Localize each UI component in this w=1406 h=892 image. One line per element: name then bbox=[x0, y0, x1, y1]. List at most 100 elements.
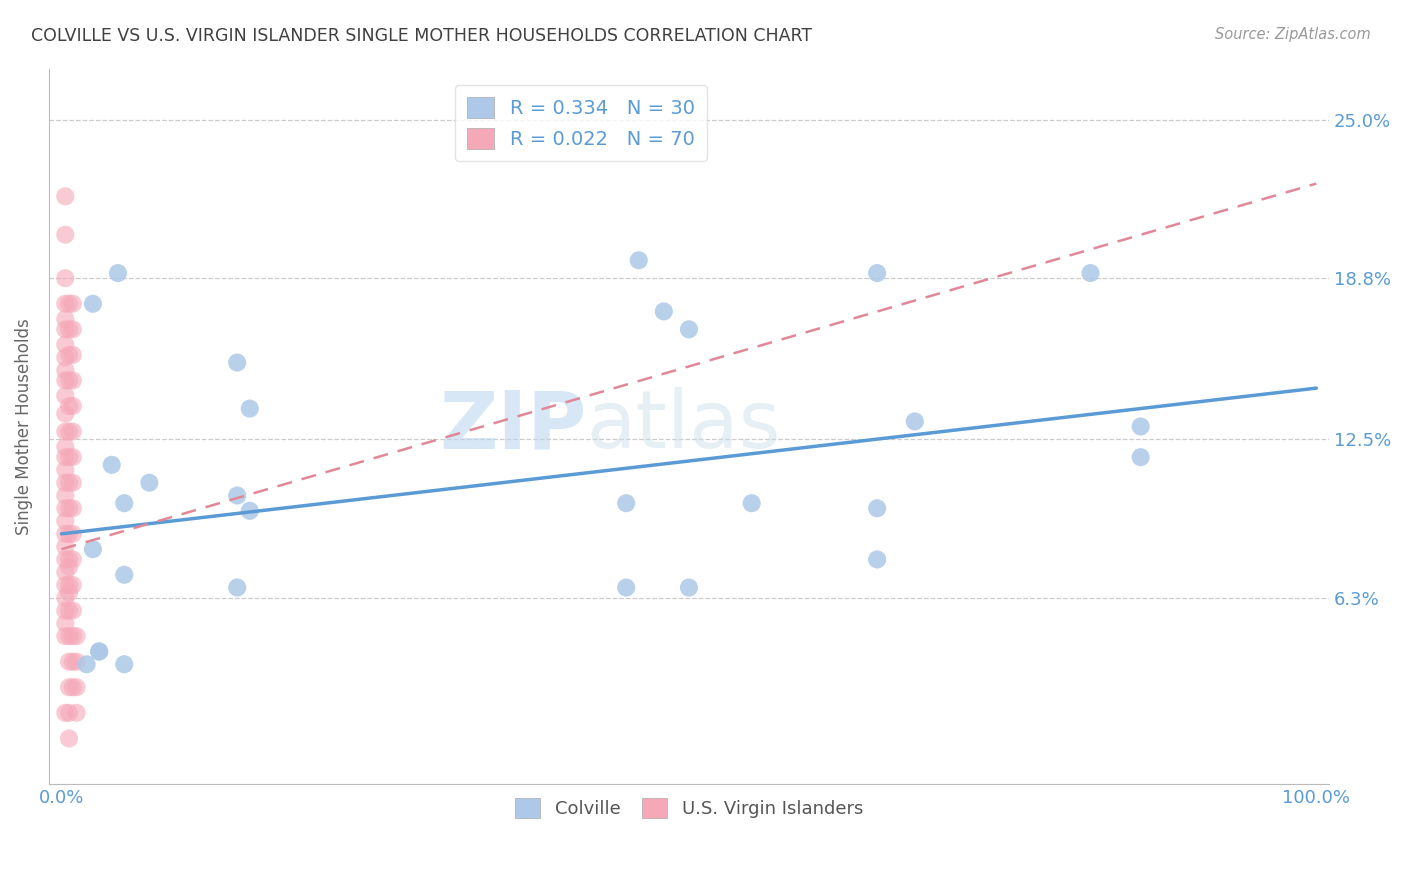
Point bbox=[53, 501, 76, 516]
Point bbox=[614, 581, 637, 595]
Point bbox=[1080, 266, 1102, 280]
Point bbox=[62, 399, 84, 413]
Point bbox=[58, 552, 80, 566]
Point bbox=[58, 425, 80, 439]
Point bbox=[58, 585, 80, 599]
Point bbox=[1129, 450, 1152, 465]
Point bbox=[89, 644, 111, 658]
Point bbox=[239, 401, 262, 416]
Point bbox=[53, 552, 76, 566]
Point bbox=[82, 542, 104, 557]
Point bbox=[65, 655, 87, 669]
Point bbox=[53, 565, 76, 579]
Point bbox=[53, 374, 76, 388]
Point bbox=[112, 657, 135, 672]
Point bbox=[53, 440, 76, 454]
Point bbox=[62, 629, 84, 643]
Point bbox=[53, 616, 76, 631]
Point bbox=[100, 458, 122, 472]
Point bbox=[53, 475, 76, 490]
Point bbox=[53, 227, 76, 242]
Point bbox=[62, 655, 84, 669]
Point bbox=[112, 567, 135, 582]
Point bbox=[53, 629, 76, 643]
Point bbox=[53, 450, 76, 465]
Point bbox=[62, 578, 84, 592]
Point bbox=[652, 304, 675, 318]
Point bbox=[53, 578, 76, 592]
Point bbox=[107, 266, 129, 280]
Point bbox=[62, 603, 84, 617]
Point bbox=[53, 526, 76, 541]
Point bbox=[678, 581, 700, 595]
Legend: Colville, U.S. Virgin Islanders: Colville, U.S. Virgin Islanders bbox=[508, 791, 870, 825]
Point bbox=[904, 414, 927, 428]
Point bbox=[53, 322, 76, 336]
Point bbox=[53, 540, 76, 554]
Text: ZIP: ZIP bbox=[439, 387, 586, 466]
Point bbox=[53, 312, 76, 326]
Point bbox=[62, 680, 84, 694]
Point bbox=[53, 706, 76, 720]
Point bbox=[678, 322, 700, 336]
Point bbox=[65, 680, 87, 694]
Point bbox=[226, 489, 249, 503]
Text: atlas: atlas bbox=[586, 387, 780, 466]
Point bbox=[53, 297, 76, 311]
Point bbox=[239, 504, 262, 518]
Point bbox=[53, 363, 76, 377]
Point bbox=[58, 731, 80, 746]
Point bbox=[65, 629, 87, 643]
Point bbox=[58, 322, 80, 336]
Point bbox=[53, 591, 76, 605]
Point bbox=[62, 322, 84, 336]
Point bbox=[226, 355, 249, 369]
Point bbox=[62, 450, 84, 465]
Point bbox=[53, 463, 76, 477]
Point bbox=[58, 526, 80, 541]
Point bbox=[226, 581, 249, 595]
Point bbox=[53, 189, 76, 203]
Point bbox=[866, 552, 889, 566]
Point bbox=[58, 501, 80, 516]
Point bbox=[62, 297, 84, 311]
Point bbox=[53, 351, 76, 365]
Y-axis label: Single Mother Households: Single Mother Households bbox=[15, 318, 32, 535]
Point bbox=[53, 425, 76, 439]
Point bbox=[53, 407, 76, 421]
Point bbox=[82, 297, 104, 311]
Point bbox=[58, 706, 80, 720]
Point bbox=[53, 271, 76, 285]
Point bbox=[614, 496, 637, 510]
Point bbox=[58, 560, 80, 574]
Point bbox=[53, 603, 76, 617]
Point bbox=[866, 501, 889, 516]
Point bbox=[741, 496, 763, 510]
Point bbox=[1129, 419, 1152, 434]
Point bbox=[53, 489, 76, 503]
Point bbox=[76, 657, 98, 672]
Point bbox=[89, 644, 111, 658]
Point bbox=[62, 374, 84, 388]
Point bbox=[58, 374, 80, 388]
Point bbox=[58, 655, 80, 669]
Point bbox=[58, 629, 80, 643]
Point bbox=[58, 475, 80, 490]
Point bbox=[65, 706, 87, 720]
Point bbox=[58, 348, 80, 362]
Point bbox=[58, 680, 80, 694]
Point bbox=[62, 501, 84, 516]
Point bbox=[58, 578, 80, 592]
Point bbox=[53, 337, 76, 351]
Point bbox=[62, 552, 84, 566]
Point bbox=[58, 399, 80, 413]
Point bbox=[62, 475, 84, 490]
Point bbox=[58, 603, 80, 617]
Text: COLVILLE VS U.S. VIRGIN ISLANDER SINGLE MOTHER HOUSEHOLDS CORRELATION CHART: COLVILLE VS U.S. VIRGIN ISLANDER SINGLE … bbox=[31, 27, 813, 45]
Point bbox=[53, 514, 76, 528]
Point bbox=[627, 253, 650, 268]
Point bbox=[58, 450, 80, 465]
Point bbox=[53, 389, 76, 403]
Point bbox=[866, 266, 889, 280]
Point bbox=[62, 526, 84, 541]
